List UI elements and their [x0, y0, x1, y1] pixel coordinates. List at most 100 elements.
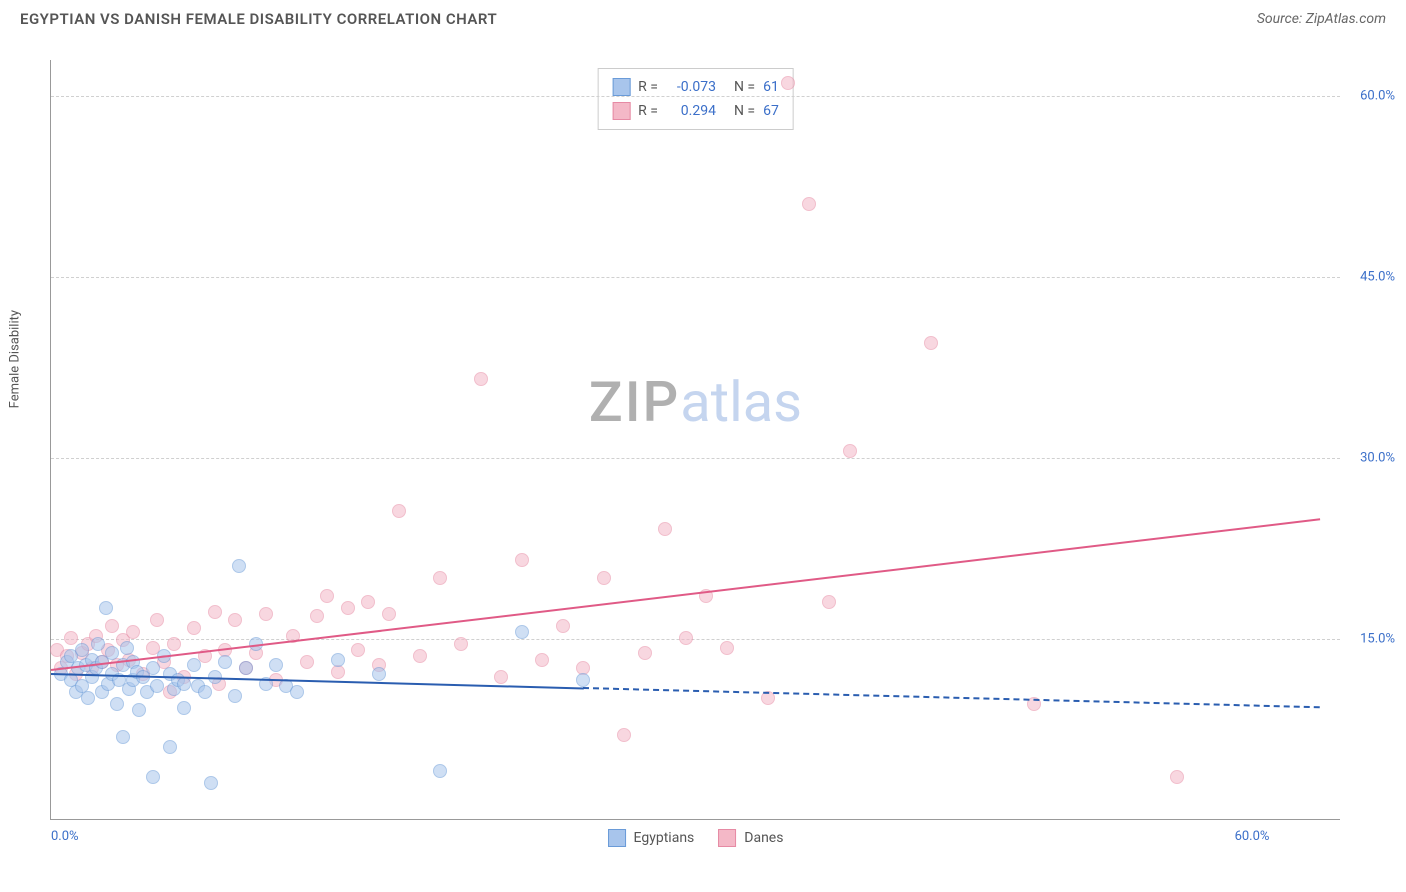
- scatter-point: [781, 76, 795, 90]
- scatter-point: [64, 631, 78, 645]
- watermark-part1: ZIP: [589, 369, 680, 435]
- scatter-point: [81, 691, 95, 705]
- legend-r-value: 0.294: [666, 99, 716, 123]
- chart-header: EGYPTIAN VS DANISH FEMALE DISABILITY COR…: [0, 0, 1406, 33]
- scatter-point: [341, 601, 355, 615]
- scatter-point: [300, 655, 314, 669]
- scatter-point: [208, 605, 222, 619]
- scatter-point: [150, 613, 164, 627]
- scatter-point: [204, 776, 218, 790]
- chart-title: EGYPTIAN VS DANISH FEMALE DISABILITY COR…: [20, 10, 497, 28]
- scatter-point: [259, 607, 273, 621]
- scatter-point: [535, 653, 549, 667]
- scatter-point: [638, 646, 652, 660]
- scatter-point: [679, 631, 693, 645]
- scatter-point: [269, 658, 283, 672]
- y-tick-label: 30.0%: [1360, 451, 1395, 466]
- scatter-point: [597, 571, 611, 585]
- scatter-point: [843, 444, 857, 458]
- legend-item: Danes: [718, 829, 783, 847]
- scatter-point: [576, 673, 590, 687]
- scatter-point: [167, 637, 181, 651]
- y-tick-label: 60.0%: [1360, 89, 1395, 104]
- scatter-point: [474, 372, 488, 386]
- scatter-point: [228, 689, 242, 703]
- legend-n-value: 67: [763, 99, 779, 123]
- scatter-point: [556, 619, 570, 633]
- scatter-point: [802, 197, 816, 211]
- scatter-point: [372, 667, 386, 681]
- legend-item: Egyptians: [608, 829, 695, 847]
- scatter-point: [232, 559, 246, 573]
- watermark: ZIPatlas: [589, 369, 802, 435]
- watermark-part2: atlas: [680, 369, 802, 435]
- series-legend: Egyptians Danes: [608, 829, 784, 847]
- scatter-point: [494, 670, 508, 684]
- scatter-point: [177, 701, 191, 715]
- legend-swatch: [718, 829, 736, 847]
- scatter-point: [290, 685, 304, 699]
- scatter-point: [720, 641, 734, 655]
- x-tick-label: 0.0%: [51, 829, 79, 844]
- scatter-point: [177, 677, 191, 691]
- scatter-point: [146, 770, 160, 784]
- scatter-point: [433, 764, 447, 778]
- scatter-point: [228, 613, 242, 627]
- scatter-point: [658, 522, 672, 536]
- legend-swatch: [608, 829, 626, 847]
- scatter-point: [91, 637, 105, 651]
- scatter-point: [150, 679, 164, 693]
- scatter-point: [99, 601, 113, 615]
- scatter-point: [617, 728, 631, 742]
- scatter-point: [351, 643, 365, 657]
- scatter-point: [392, 504, 406, 518]
- gridline: [51, 277, 1340, 278]
- gridline: [51, 639, 1340, 640]
- legend-swatch: [612, 102, 630, 120]
- scatter-point: [924, 336, 938, 350]
- scatter-point: [310, 609, 324, 623]
- scatter-point: [105, 619, 119, 633]
- gridline: [51, 458, 1340, 459]
- scatter-point: [454, 637, 468, 651]
- x-tick-label: 60.0%: [1235, 829, 1270, 844]
- legend-row: R =0.294N =67: [612, 99, 779, 123]
- scatter-point: [218, 655, 232, 669]
- legend-swatch: [612, 78, 630, 96]
- scatter-point: [320, 589, 334, 603]
- scatter-point: [239, 661, 253, 675]
- plot-area: ZIPatlas R =-0.073N =61R =0.294N =67 Egy…: [50, 60, 1340, 820]
- scatter-point: [331, 653, 345, 667]
- scatter-point: [146, 661, 160, 675]
- scatter-point: [413, 649, 427, 663]
- scatter-point: [433, 571, 447, 585]
- legend-n-label: N =: [734, 99, 755, 123]
- scatter-point: [361, 595, 375, 609]
- scatter-point: [163, 740, 177, 754]
- scatter-point: [198, 685, 212, 699]
- scatter-point: [116, 730, 130, 744]
- y-tick-label: 45.0%: [1360, 270, 1395, 285]
- y-tick-label: 15.0%: [1360, 632, 1395, 647]
- scatter-point: [110, 697, 124, 711]
- scatter-point: [132, 703, 146, 717]
- scatter-point: [515, 553, 529, 567]
- legend-label: Egyptians: [634, 830, 695, 846]
- y-axis-label: Female Disability: [8, 310, 23, 408]
- scatter-point: [1170, 770, 1184, 784]
- trend-line: [51, 518, 1321, 671]
- scatter-point: [515, 625, 529, 639]
- correlation-legend: R =-0.073N =61R =0.294N =67: [597, 68, 794, 130]
- scatter-point: [120, 641, 134, 655]
- legend-label: Danes: [744, 830, 783, 846]
- scatter-point: [382, 607, 396, 621]
- gridline: [51, 96, 1340, 97]
- scatter-point: [822, 595, 836, 609]
- scatter-point: [105, 646, 119, 660]
- trend-line: [583, 687, 1320, 708]
- scatter-point: [187, 621, 201, 635]
- source-attribution: Source: ZipAtlas.com: [1257, 11, 1386, 27]
- chart-container: Female Disability ZIPatlas R =-0.073N =6…: [40, 50, 1380, 850]
- scatter-point: [126, 625, 140, 639]
- scatter-point: [331, 665, 345, 679]
